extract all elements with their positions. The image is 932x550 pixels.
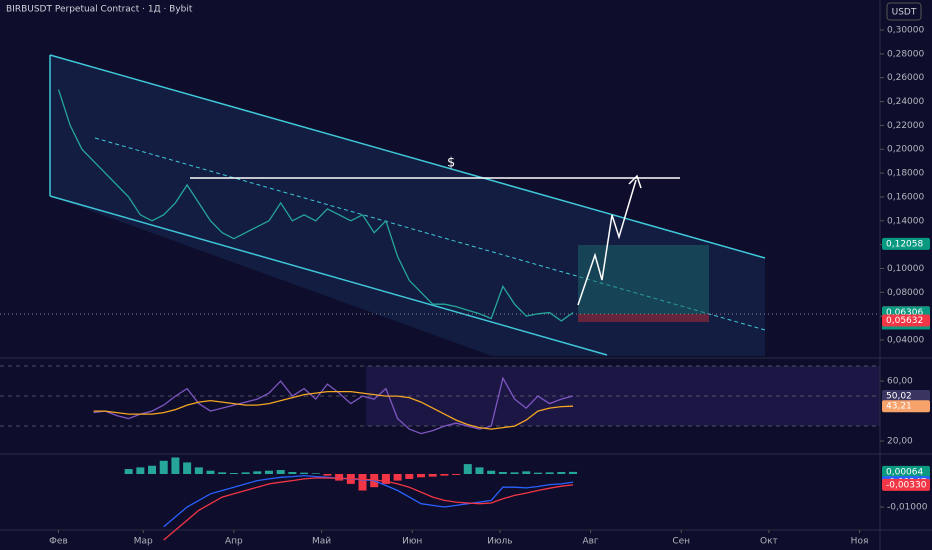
series-line — [163, 474, 574, 528]
y-tick-label: 60,00 — [887, 377, 913, 387]
y-tick-label: -0,01000 — [887, 503, 928, 513]
histogram-bar — [264, 470, 273, 474]
histogram-bar — [452, 473, 461, 475]
histogram-bar — [218, 472, 227, 474]
y-tick-label: 0,08000 — [887, 288, 924, 298]
histogram-bar — [323, 473, 332, 476]
channel-upper — [49, 54, 766, 259]
y-tick-label: 0,30000 — [887, 26, 924, 36]
histogram-bar — [358, 473, 367, 491]
y-tick-label: 0,20000 — [887, 145, 924, 155]
histogram-bar — [381, 473, 390, 484]
y-tick-label: 0,16000 — [887, 192, 924, 202]
histogram-bar — [440, 473, 449, 476]
histogram-bar — [545, 472, 554, 474]
histogram-bar — [288, 472, 297, 474]
y-tick-label: 0,14000 — [887, 216, 924, 226]
histogram-bar — [276, 470, 285, 474]
histogram-bar — [194, 467, 203, 474]
series-line — [57, 89, 574, 322]
x-tick-label: Авг — [582, 537, 598, 547]
histogram-bar — [124, 469, 133, 474]
price-tag — [882, 237, 930, 250]
histogram-bar — [569, 471, 578, 474]
x-tick-label: Июн — [402, 537, 422, 547]
y-tick-label: 0,24000 — [887, 97, 924, 107]
y-tick-label: 0,22000 — [887, 121, 924, 131]
histogram-bar — [300, 472, 309, 474]
histogram-bar — [475, 467, 484, 474]
histogram-bar — [498, 472, 507, 474]
price-tag — [882, 478, 930, 491]
histogram-bar — [229, 473, 238, 474]
histogram-bar — [241, 472, 250, 474]
x-tick-label: Май — [312, 537, 331, 547]
target-zone — [578, 245, 709, 314]
histogram-bar — [311, 473, 320, 474]
annotation: $ — [447, 156, 455, 171]
price-tag-label: 50,02 — [886, 392, 912, 402]
y-tick-label: 0,10000 — [887, 264, 924, 274]
histogram-bar — [533, 472, 542, 474]
price-tag-label: 0,06306 — [886, 308, 923, 318]
stop-zone — [578, 314, 709, 322]
histogram-bar — [428, 473, 437, 477]
histogram-bar — [557, 472, 566, 474]
histogram-bar — [148, 465, 157, 474]
price-tag — [882, 390, 930, 403]
histogram-bar — [206, 470, 215, 474]
channel-lower — [49, 195, 608, 356]
x-tick-label: Окт — [760, 537, 778, 547]
histogram-bar — [393, 473, 402, 481]
price-tag — [882, 465, 930, 478]
histogram-bar — [522, 471, 531, 474]
x-tick-label: Июль — [487, 537, 512, 547]
y-tick-label: 0,18000 — [887, 169, 924, 179]
x-tick-label: Апр — [225, 537, 243, 547]
x-tick-label: Мар — [134, 537, 153, 547]
currency: USDT — [892, 8, 917, 18]
y-tick-label: 0,04000 — [887, 335, 924, 345]
histogram-bar — [183, 462, 192, 474]
price-tag — [882, 314, 930, 327]
histogram-bar — [253, 471, 262, 474]
arrow-head — [628, 174, 642, 189]
x-tick-label: Сен — [672, 537, 690, 547]
histogram-bar — [487, 470, 496, 474]
histogram-bar — [136, 467, 145, 474]
price-tag-label: 0,12058 — [886, 239, 923, 249]
price-tag-label: 0,05632 — [886, 316, 923, 326]
x-tick-label: Фев — [49, 537, 68, 547]
price-tag — [882, 400, 930, 413]
histogram-bar — [159, 460, 168, 474]
price-tag-label: 43,21 — [886, 402, 912, 412]
drawings — [0, 54, 880, 356]
y-tick-label: 0,28000 — [887, 49, 924, 59]
forecast-arrow — [577, 179, 637, 306]
y-tick-label: 20,00 — [887, 437, 913, 447]
histogram-bar — [171, 457, 180, 474]
series-line — [93, 390, 574, 430]
histogram-bar — [405, 473, 414, 479]
series-line — [93, 376, 574, 435]
histogram-bar — [463, 464, 472, 474]
currency-box — [886, 2, 922, 21]
y-tick-label: 0,26000 — [887, 73, 924, 83]
histogram-bar — [510, 472, 519, 474]
histogram-bar — [335, 473, 344, 481]
chart-title: BIRBUSDT Perpetual Contract · 1Д · Bybit — [6, 5, 193, 15]
x-tick-label: Ноя — [851, 537, 869, 547]
price-tag-label: 0,00064 — [886, 467, 923, 477]
price-tag-label: -0,00330 — [886, 480, 927, 490]
series-line — [163, 477, 574, 541]
histogram-bar — [416, 473, 425, 478]
